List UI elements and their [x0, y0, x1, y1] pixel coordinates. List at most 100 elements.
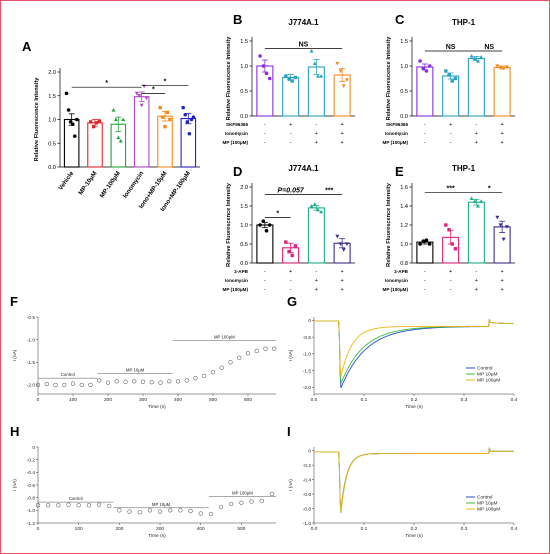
bar [282, 76, 300, 117]
y-tick-label: 1.5 [240, 39, 248, 45]
data-point [424, 69, 429, 73]
data-point [287, 249, 291, 254]
data-point [198, 511, 203, 516]
data-point [249, 499, 254, 504]
y-axis-label: I (nA) [12, 349, 18, 361]
y-tick-label: -2.0 [27, 383, 36, 389]
significance-label: *** [325, 188, 333, 195]
data-point [444, 223, 448, 227]
data-point [335, 234, 340, 239]
data-point [261, 219, 266, 223]
x-tick-label: 300 [139, 397, 147, 403]
condition-sign: + [315, 131, 318, 137]
condition-sign: - [475, 122, 477, 128]
y-tick-label: 0 [308, 318, 311, 324]
y-tick-label: -0.6 [27, 483, 36, 489]
bar [416, 66, 434, 117]
panel-letter-b: B [233, 12, 242, 27]
bar [467, 201, 485, 264]
data-point [79, 382, 84, 388]
y-tick-label: 1.5 [400, 39, 408, 45]
y-tick-label: -2.0 [303, 385, 312, 391]
x-category-label: MP-10μM [77, 170, 98, 196]
condition-sign: - [315, 269, 317, 275]
x-tick-label: 0.0 [311, 397, 318, 403]
y-tick-label: 1.2 [400, 223, 408, 229]
y-tick-label: -1.0 [303, 352, 312, 358]
panel-title: J774A.1 [288, 18, 319, 27]
condition-sign: + [315, 287, 318, 293]
legend-label: Control [477, 495, 492, 501]
x-tick-label: 0.4 [511, 526, 518, 532]
data-point [501, 237, 506, 242]
data-point [188, 508, 193, 514]
data-point [290, 79, 294, 83]
condition-sign: - [290, 278, 292, 284]
x-category-label: Vehicle [57, 170, 75, 192]
x-tick-label: 0 [37, 526, 40, 532]
legend-label: Control [477, 366, 492, 372]
data-point [163, 124, 167, 129]
condition-sign: - [450, 287, 452, 293]
significance-label: * [488, 186, 491, 193]
data-point [62, 382, 67, 388]
condition-row-label: 2-APB [234, 269, 248, 274]
data-point [344, 242, 349, 246]
data-point [160, 115, 165, 119]
condition-row-label: SKF96365 [386, 122, 408, 127]
data-point [168, 508, 173, 513]
y-tick-label: 0.5 [400, 89, 408, 95]
data-point [475, 204, 480, 208]
data-point [312, 61, 317, 66]
data-point [495, 215, 500, 220]
data-point [114, 379, 119, 384]
condition-sign: - [450, 140, 452, 146]
data-point [427, 242, 432, 246]
panel-f: F 0 100 200 300 400 500 600 -2.0 -1.5 -1.0 -0.5 Time… [10, 294, 277, 410]
data-point [193, 375, 198, 381]
y-axis-label: Relative Fluorescence Intensity [386, 182, 392, 267]
condition-sign: - [450, 131, 452, 137]
data-point [293, 75, 298, 80]
condition-sign: - [424, 278, 426, 284]
x-tick-label: 200 [104, 397, 112, 403]
data-point [284, 240, 288, 244]
data-point [290, 253, 294, 258]
x-tick-label: 500 [237, 526, 245, 532]
condition-sign: - [475, 269, 477, 275]
data-point [319, 209, 324, 214]
bar [307, 207, 325, 264]
panel-letter-c: C [395, 12, 405, 27]
condition-row-label: MP (100μM) [223, 140, 249, 145]
condition-sign: + [501, 140, 504, 146]
data-point [137, 94, 142, 98]
condition-sign: + [449, 122, 452, 128]
data-point [189, 117, 194, 122]
data-point [183, 112, 188, 117]
data-point [475, 59, 480, 63]
bar [493, 66, 511, 117]
condition-label: MP 10μM [126, 368, 145, 373]
condition-label: Control [61, 372, 75, 377]
y-tick-label: 0.0 [240, 261, 248, 267]
data-point [96, 502, 102, 507]
data-point [46, 503, 51, 508]
data-point [293, 244, 298, 248]
data-point [91, 124, 96, 129]
x-tick-label: 300 [156, 526, 164, 532]
panel-letter-e: E [395, 164, 404, 179]
legend-label: MP 100μM [477, 507, 500, 513]
condition-sign: - [424, 131, 426, 137]
condition-sign: + [341, 278, 344, 284]
panel-h: H 0 100 200 300 400 500 -1.2 -1.0 -0.8 -0.6 -0.4 -0.… [10, 424, 276, 539]
data-point [264, 228, 269, 233]
condition-sign: + [341, 131, 344, 137]
x-category-label: Ionomycin [122, 170, 146, 200]
data-point [66, 108, 71, 112]
y-tick-label: -1.5 [27, 360, 36, 366]
condition-label: Control [69, 496, 83, 501]
x-tick-label: 0.3 [461, 526, 468, 532]
significance-label: * [105, 80, 108, 87]
significance-label: * [276, 210, 279, 217]
